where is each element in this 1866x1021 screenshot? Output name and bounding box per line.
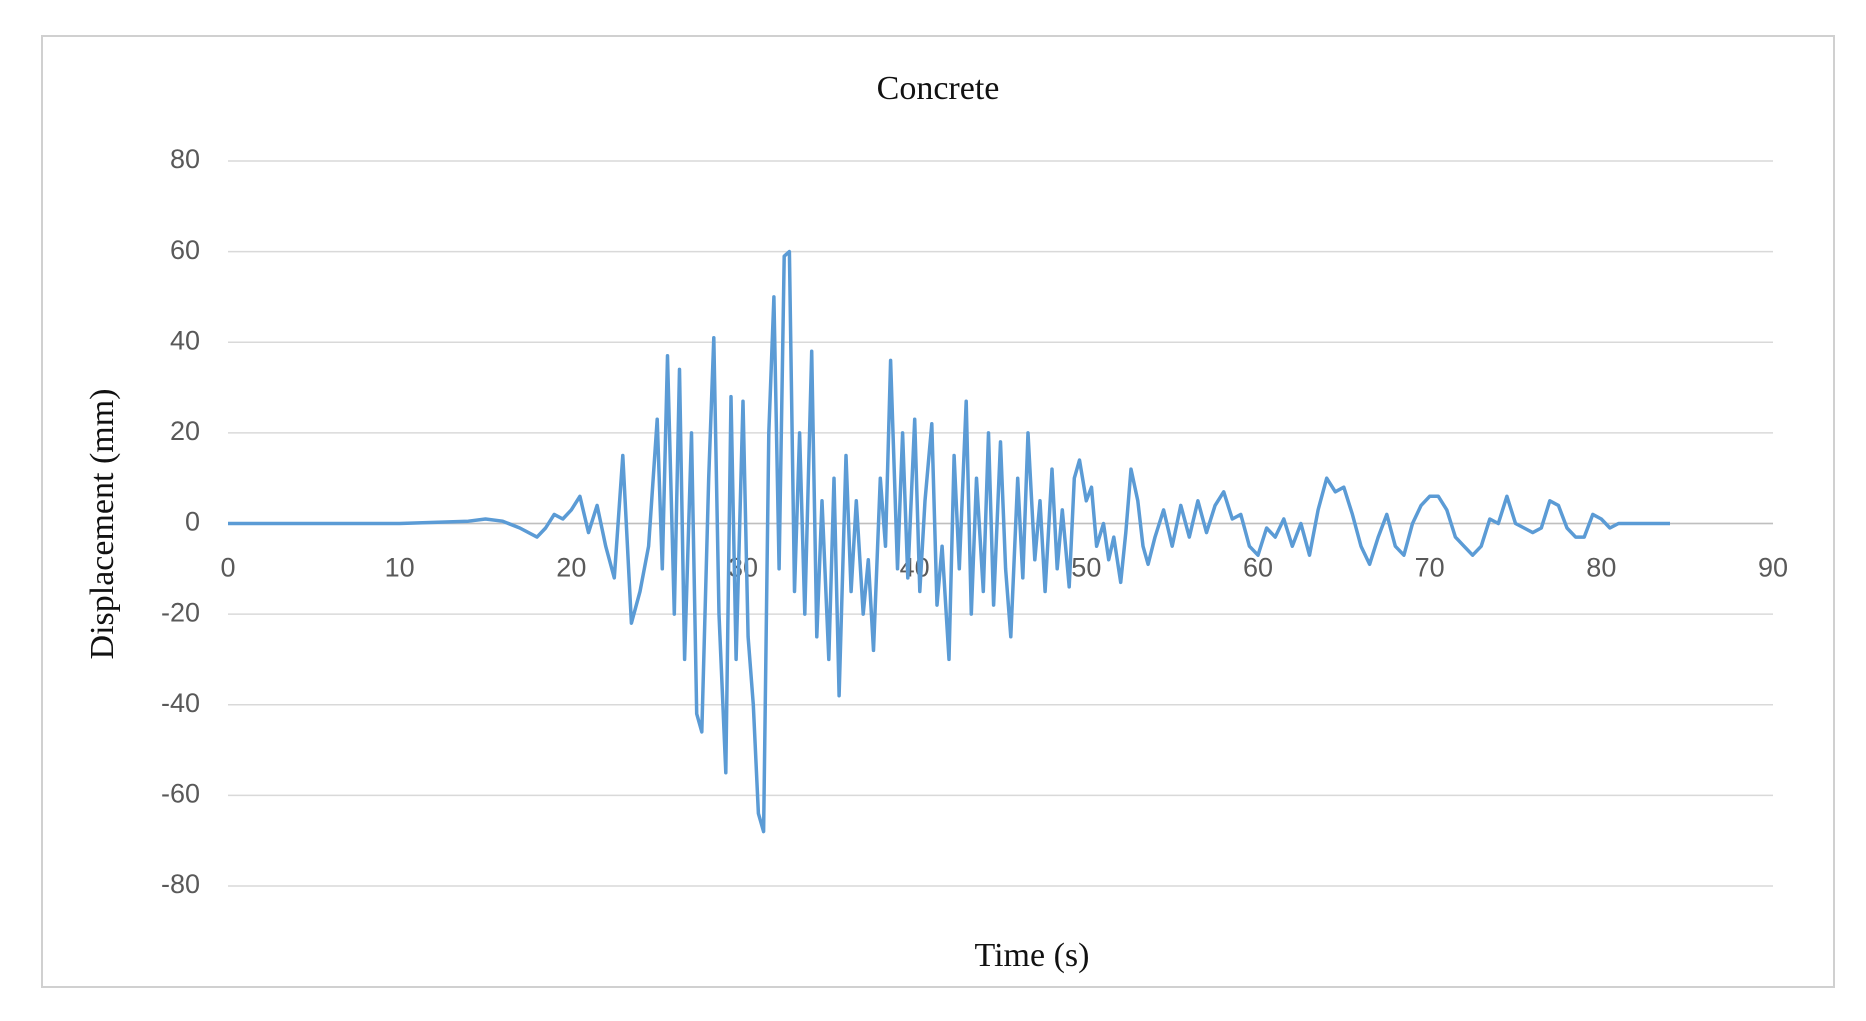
chart-title: Concrete <box>877 70 1000 107</box>
y-tick-label: 80 <box>170 144 200 174</box>
chart-frame <box>41 35 1835 988</box>
x-tick-label: 90 <box>1758 553 1788 583</box>
y-tick-label: 0 <box>185 507 200 537</box>
y-tick-label: 40 <box>170 325 200 355</box>
y-tick-label: -40 <box>161 688 200 718</box>
x-tick-label: 50 <box>1071 553 1101 583</box>
x-axis-title: Time (s) <box>975 937 1090 974</box>
x-tick-label: 40 <box>900 553 930 583</box>
y-tick-label: -80 <box>161 869 200 899</box>
x-tick-label: 0 <box>220 553 235 583</box>
x-tick-label: 70 <box>1415 553 1445 583</box>
data-line <box>228 249 1670 834</box>
y-tick-label: -60 <box>161 779 200 809</box>
x-tick-label: 10 <box>385 553 415 583</box>
y-axis-title: Displacement (mm) <box>84 389 121 660</box>
y-tick-label: -20 <box>161 597 200 627</box>
x-tick-label: 60 <box>1243 553 1273 583</box>
y-tick-label: 20 <box>170 416 200 446</box>
x-tick-label: 20 <box>556 553 586 583</box>
y-tick-label: 60 <box>170 235 200 265</box>
x-tick-label: 80 <box>1586 553 1616 583</box>
